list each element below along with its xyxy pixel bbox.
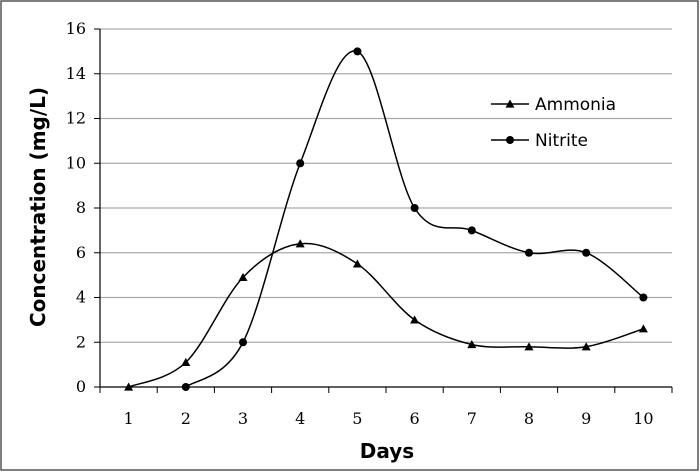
x-tick-label: 9: [581, 409, 591, 428]
ammonia-point: [524, 342, 534, 351]
x-axis-title: Days: [360, 439, 414, 463]
y-tick-label: 10: [66, 153, 86, 172]
nitrite-point: [582, 248, 591, 257]
nitrite-point: [410, 204, 419, 212]
series-layer: [124, 47, 648, 391]
ammonia-point: [124, 382, 134, 391]
nitrite-point: [639, 293, 648, 302]
y-tick-label: 16: [66, 19, 86, 38]
y-tick-label: 2: [76, 332, 86, 351]
ammonia-point: [181, 357, 191, 366]
x-tick-label: 1: [124, 409, 134, 428]
x-tick-label: 4: [295, 409, 305, 428]
nitrite-line: [185, 50, 644, 388]
nitrite-point: [353, 47, 362, 56]
x-tick-label: 7: [467, 409, 477, 428]
legend-marker: [505, 99, 515, 108]
y-tick-label: 0: [76, 377, 86, 396]
nitrite-point: [181, 383, 190, 391]
legend-label: Nitrite: [535, 131, 588, 151]
ammonia-point: [581, 342, 591, 351]
y-tick-label: 6: [76, 243, 86, 262]
ammonia-point: [352, 259, 362, 268]
nitrite-point: [239, 338, 247, 347]
legend-item-nitrite: Nitrite: [491, 131, 588, 151]
x-tick-label: 8: [524, 409, 534, 428]
nitrite-point: [296, 159, 305, 168]
x-tick-label: 10: [633, 409, 653, 428]
legend-marker: [506, 136, 514, 144]
legend-label: Ammonia: [535, 95, 616, 115]
axes: [94, 28, 673, 393]
ammonia-point: [295, 239, 305, 248]
y-tick-label: 12: [66, 109, 86, 128]
gridlines: [100, 28, 672, 343]
legend: Ammonia Nitrite: [491, 95, 616, 151]
ammonia-point: [467, 339, 477, 349]
x-tick-label: 3: [238, 409, 248, 428]
y-tick-label: 4: [76, 288, 86, 307]
nitrite-point: [525, 248, 533, 257]
series-nitrite: [181, 47, 648, 391]
ammonia-point: [410, 315, 420, 324]
x-tick-label: 6: [410, 409, 420, 428]
series-ammonia: [124, 239, 648, 391]
y-axis-title: Concentration (mg/L): [26, 87, 50, 327]
y-tick-label: 14: [66, 64, 86, 83]
legend-item-ammonia: Ammonia: [491, 95, 616, 115]
x-tick-label: 5: [352, 409, 362, 428]
x-tick-label: 2: [181, 409, 191, 428]
y-tick-label: 8: [76, 198, 86, 217]
ammonia-point: [238, 272, 248, 281]
ammonia-point: [638, 324, 648, 333]
nitrite-point: [467, 226, 476, 235]
ammonia-line: [128, 242, 644, 388]
y-tick-labels: 0 2 4 6 8 10 12 14 16: [66, 19, 86, 396]
x-tick-labels: 1 2 3 4 5 6 7 8 9 10: [124, 409, 654, 428]
